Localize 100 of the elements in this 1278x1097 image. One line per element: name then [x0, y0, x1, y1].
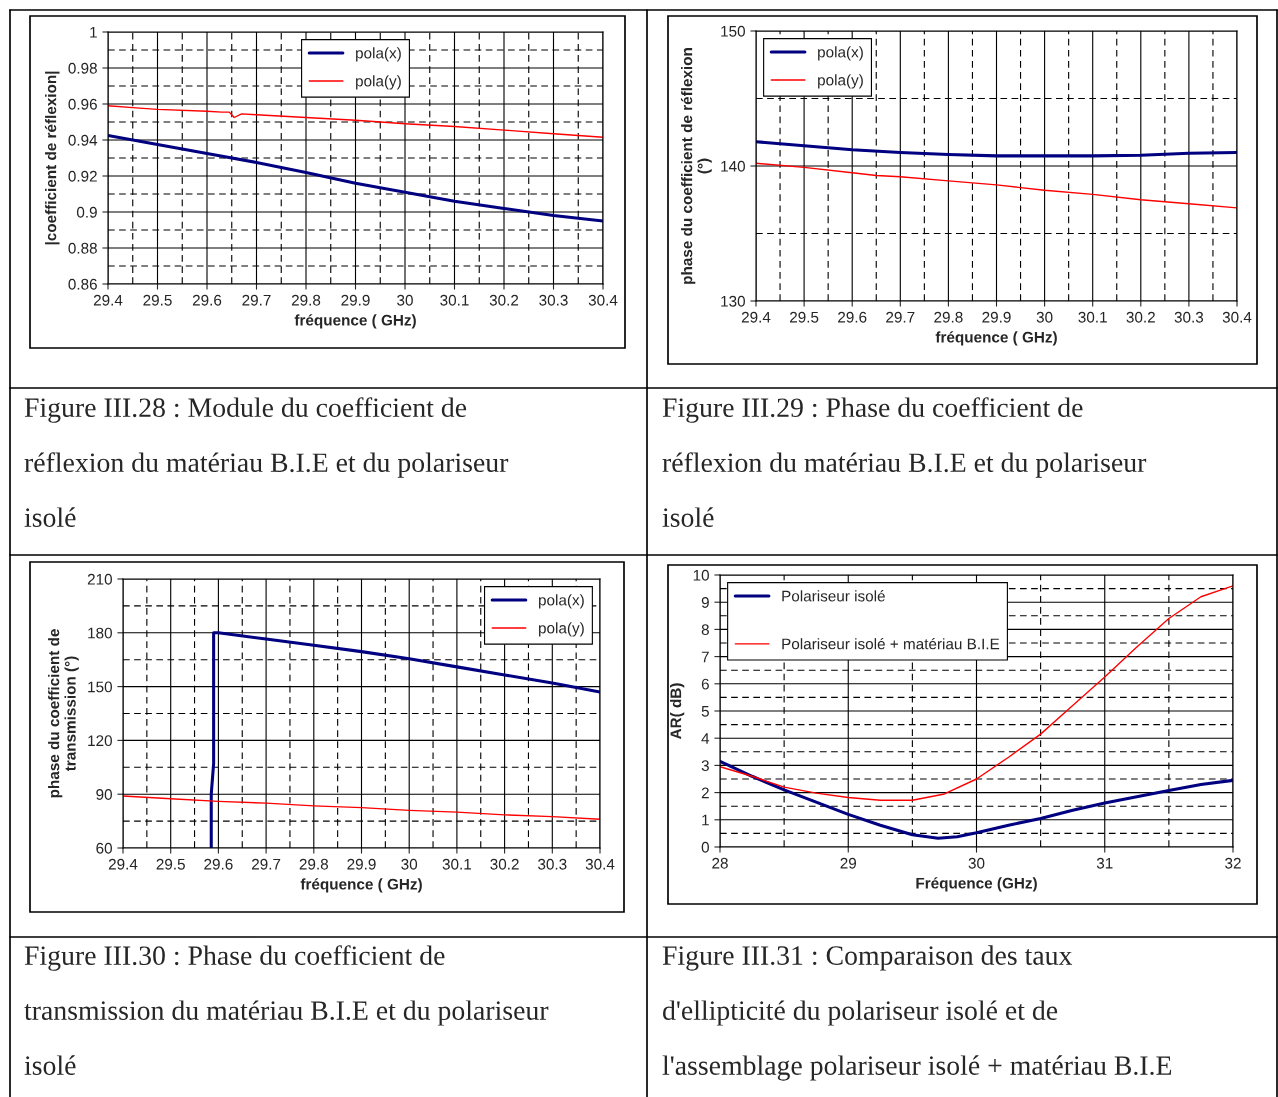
- x-tick-label: 30.3: [1174, 311, 1204, 323]
- y-axis-title: |coefficient de réflexion|: [44, 71, 60, 245]
- x-tick-label: 29.4: [108, 858, 138, 870]
- text: réflexion du matériau B.I.E et du polariseur: [24, 452, 509, 478]
- text: isolé: [24, 507, 76, 527]
- y-tick-label: 0.94: [68, 134, 98, 146]
- y-tick-label: 0.86: [68, 278, 97, 290]
- y-tick-label: 210: [87, 573, 112, 585]
- y-tick-label: 10: [693, 569, 709, 581]
- x-tick-label: 29.5: [143, 294, 172, 306]
- x-tick-label: 29.7: [242, 294, 271, 306]
- x-tick-label: 30: [401, 858, 418, 870]
- y-axis-title: phase du coefficient de réflexion (°): [680, 48, 712, 284]
- x-tick-label: 30.3: [539, 294, 568, 306]
- line-series: [756, 140, 1237, 158]
- text: isolé: [662, 507, 714, 527]
- legend-label: Polariseur isolé: [782, 590, 885, 602]
- x-tick-label: 30.1: [440, 294, 469, 306]
- y-axis-title: phase du coefficient de transmission (°): [48, 629, 79, 798]
- x-tick-label: 31: [1096, 857, 1113, 869]
- x-tick-label: 30: [397, 294, 413, 306]
- y-tick-label: 6: [701, 678, 709, 690]
- text: réflexion du matériau B.I.E et du polariseur: [662, 452, 1147, 478]
- y-tick-label: 8: [701, 624, 709, 636]
- y-tick-label: 2: [701, 787, 709, 799]
- x-axis-title: fréquence ( GHz): [294, 314, 416, 329]
- x-tick-label: 29.6: [204, 858, 233, 870]
- x-axis-title: fréquence ( GHz): [935, 331, 1057, 346]
- x-axis-title: Fréquence (GHz): [916, 877, 1037, 892]
- x-tick-label: 29.8: [299, 858, 328, 870]
- x-tick-label: 29.5: [156, 858, 185, 870]
- x-tick-label: 30.3: [538, 858, 567, 870]
- text: d'ellipticité du polariseur isolé et de: [663, 1000, 1058, 1026]
- y-tick-label: 140: [721, 160, 745, 172]
- y-tick-label: 7: [701, 651, 709, 663]
- y-tick-label: 0.96: [68, 98, 97, 110]
- y-tick-label: 1: [702, 814, 709, 826]
- y-tick-label: 9: [701, 597, 709, 608]
- y-tick-label: 0.9: [76, 206, 97, 218]
- y-tick-label: 150: [88, 681, 112, 693]
- x-tick-label: 30.4: [588, 294, 618, 306]
- y-tick-label: 0: [701, 841, 709, 853]
- x-tick-label: 29.9: [982, 311, 1011, 323]
- y-tick-label: 150: [721, 25, 745, 37]
- x-tick-label: 30.1: [1078, 311, 1107, 323]
- text: Figure III.29 : Phase du coefficient de: [662, 397, 1083, 423]
- legend-label: Polariseur isolé + matériau B.I.E: [782, 637, 1000, 650]
- x-tick-label: 29.9: [347, 858, 376, 870]
- y-tick-label: 1: [90, 27, 97, 38]
- y-tick-label: 120: [88, 735, 112, 747]
- y-tick-label: 0.88: [68, 242, 97, 254]
- x-tick-label: 32: [1225, 857, 1241, 869]
- x-tick-label: 30: [1036, 311, 1053, 323]
- x-tick-label: 30.2: [490, 858, 519, 870]
- y-axis-title: AR( dB): [670, 683, 685, 740]
- x-axis-title: fréquence ( GHz): [300, 878, 422, 893]
- text: Figure III.28 : Module du coefficient de: [24, 397, 467, 423]
- line-series: [720, 585, 1233, 801]
- text: isolé: [24, 1055, 76, 1075]
- y-tick-label: 5: [701, 706, 709, 717]
- text: l'assemblage polariseur isolé + matériau B.I.E: [662, 1055, 1172, 1081]
- x-tick-label: 30: [968, 857, 985, 869]
- x-tick-label: 30.1: [442, 858, 472, 870]
- legend-label: pola(y): [539, 622, 584, 637]
- line-series: [720, 759, 1233, 840]
- x-tick-label: 29.8: [934, 311, 963, 323]
- x-tick-label: 29.6: [838, 311, 867, 323]
- line-series: [108, 133, 603, 223]
- legend-label: pola(y): [818, 74, 863, 89]
- x-tick-label: 29.4: [741, 311, 771, 323]
- y-tick-label: 130: [721, 295, 745, 307]
- y-tick-label: 90: [96, 789, 112, 800]
- x-tick-label: 29.7: [252, 858, 281, 870]
- line-series: [123, 795, 600, 821]
- y-tick-label: 180: [88, 627, 112, 639]
- x-tick-label: 29: [840, 857, 857, 869]
- x-tick-label: 29.9: [341, 294, 370, 306]
- x-tick-label: 30.2: [1126, 311, 1155, 323]
- x-tick-label: 29.5: [790, 311, 819, 323]
- line-series: [108, 105, 603, 138]
- x-tick-label: 28: [712, 857, 728, 869]
- x-tick-label: 30.4: [585, 858, 615, 870]
- x-tick-label: 29.6: [192, 294, 222, 306]
- x-tick-label: 29.7: [886, 311, 915, 323]
- text: Figure III.31 : Comparaison des taux: [662, 945, 1073, 971]
- x-tick-label: 30.2: [489, 294, 519, 306]
- line-series: [756, 162, 1237, 209]
- legend-label: pola(x): [356, 47, 401, 62]
- y-tick-label: 3: [701, 760, 709, 772]
- x-tick-label: 29.8: [291, 294, 321, 306]
- y-tick-label: 0.92: [68, 170, 97, 182]
- legend-label: pola(y): [356, 75, 401, 90]
- y-tick-label: 60: [96, 842, 112, 854]
- x-tick-label: 30.4: [1222, 311, 1252, 323]
- y-tick-label: 0.98: [68, 62, 97, 74]
- text: Figure III.30 : Phase du coefficient de: [24, 945, 445, 971]
- y-tick-label: 4: [701, 733, 710, 744]
- legend-label: pola(x): [539, 594, 584, 609]
- text: transmission du matériau B.I.E et du polariseur: [24, 1000, 549, 1026]
- x-tick-label: 29.4: [93, 294, 123, 306]
